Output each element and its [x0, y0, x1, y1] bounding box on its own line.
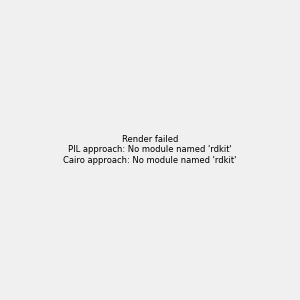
Text: Render failed
PIL approach: No module named 'rdkit'
Cairo approach: No module na: Render failed PIL approach: No module na… [63, 135, 237, 165]
